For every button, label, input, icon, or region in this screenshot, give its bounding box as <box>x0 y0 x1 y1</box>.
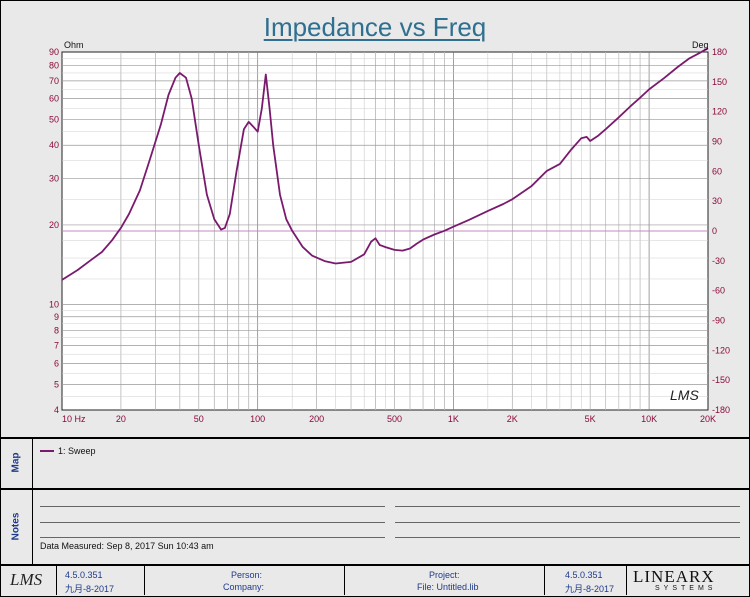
legend: 1: Sweep <box>40 446 96 456</box>
x-tick-label: 1K <box>448 414 459 424</box>
person-label: Person: <box>231 570 263 580</box>
note-line[interactable] <box>395 506 740 507</box>
y-right-tick-label: 150 <box>712 77 727 87</box>
file-label: File: Untitled.lib <box>417 582 479 592</box>
y-left-tick-label: 80 <box>49 61 59 71</box>
y-right-tick-label: 90 <box>712 137 722 147</box>
company-label: Company: <box>223 582 265 592</box>
y-left-tick-label: 9 <box>54 312 59 322</box>
lms-watermark: LMS <box>670 387 699 403</box>
y-right-tick-label: 120 <box>712 107 727 117</box>
data-measured: Data Measured: Sep 8, 2017 Sun 10:43 am <box>40 541 214 551</box>
y-left-tick-label: 20 <box>49 220 59 230</box>
map-label: Map <box>10 452 22 473</box>
divider <box>0 564 750 566</box>
y-right-unit: Deg <box>692 40 709 50</box>
y-right-tick-label: -180 <box>712 405 730 415</box>
x-tick-label: 2K <box>507 414 518 424</box>
x-tick-label: 10K <box>641 414 657 424</box>
note-line[interactable] <box>40 537 385 538</box>
date-right: 九月-8-2017 <box>565 584 615 594</box>
project-label: Project: <box>429 570 460 580</box>
map-side <box>0 438 33 488</box>
note-line[interactable] <box>395 537 740 538</box>
y-right-tick-label: -120 <box>712 345 730 355</box>
version-right: 4.5.0.351 <box>565 570 603 580</box>
footer-project: Project: File: Untitled.lib <box>344 566 545 595</box>
y-left-tick-label: 70 <box>49 76 59 86</box>
y-left-tick-label: 8 <box>54 325 59 335</box>
y-right-tick-label: 60 <box>712 166 722 176</box>
note-line[interactable] <box>40 522 385 523</box>
y-left-tick-label: 10 <box>49 300 59 310</box>
y-right-tick-label: -150 <box>712 375 730 385</box>
linearx-logo: LINEARX <box>633 567 715 586</box>
x-tick-label: 10 Hz <box>62 414 86 424</box>
legend-item: 1: Sweep <box>58 446 96 456</box>
divider <box>0 437 750 439</box>
x-tick-label: 50 <box>194 414 204 424</box>
notes-label: Notes <box>10 512 22 541</box>
footer-version-left: 4.5.0.351 九月-8-2017 <box>56 566 145 595</box>
series-line <box>61 47 709 281</box>
y-left-tick-label: 50 <box>49 115 59 125</box>
y-left-tick-label: 5 <box>54 379 59 389</box>
chart-title: Impedance vs Freq <box>263 12 487 42</box>
y-right-tick-label: 30 <box>712 196 722 206</box>
version-left: 4.5.0.351 <box>65 570 103 580</box>
note-line[interactable] <box>395 522 740 523</box>
y-left-unit: Ohm <box>64 40 84 50</box>
y-right-tick-label: -60 <box>712 286 725 296</box>
y-left-tick-label: 6 <box>54 358 59 368</box>
y-left-tick-label: 90 <box>49 47 59 57</box>
linearx-sub: SYSTEMS <box>655 585 717 592</box>
y-right-tick-label: -90 <box>712 316 725 326</box>
impedance-chart: 10 Hz 20 50 100 200 500 1K 2K 5K 10K 20K9080706050… <box>49 40 730 424</box>
note-line[interactable] <box>40 506 385 507</box>
date-left: 九月-8-2017 <box>65 584 115 594</box>
footer-logo-left: LMS <box>0 566 56 595</box>
x-tick-label: 200 <box>309 414 324 424</box>
x-tick-label: 20K <box>700 414 716 424</box>
y-left-tick-label: 30 <box>49 173 59 183</box>
lms-logo: LMS <box>10 570 43 589</box>
x-tick-label: 500 <box>387 414 402 424</box>
divider <box>0 488 750 490</box>
x-tick-label: 100 <box>250 414 265 424</box>
footer-brand: LINEARX SYSTEMS <box>626 566 750 595</box>
y-left-tick-label: 4 <box>54 405 59 415</box>
legend-swatch <box>40 450 54 452</box>
y-right-tick-label: 0 <box>712 226 717 236</box>
y-right-tick-label: 180 <box>712 47 727 57</box>
footer-version-right: 4.5.0.351 九月-8-2017 <box>544 566 627 595</box>
notes-side <box>0 489 33 565</box>
x-tick-label: 5K <box>585 414 596 424</box>
x-tick-label: 20 <box>116 414 126 424</box>
footer-person: Person: Company: <box>144 566 345 595</box>
y-left-tick-label: 7 <box>54 341 59 351</box>
y-right-tick-label: -30 <box>712 256 725 266</box>
y-left-tick-label: 60 <box>49 94 59 104</box>
y-left-tick-label: 40 <box>49 140 59 150</box>
